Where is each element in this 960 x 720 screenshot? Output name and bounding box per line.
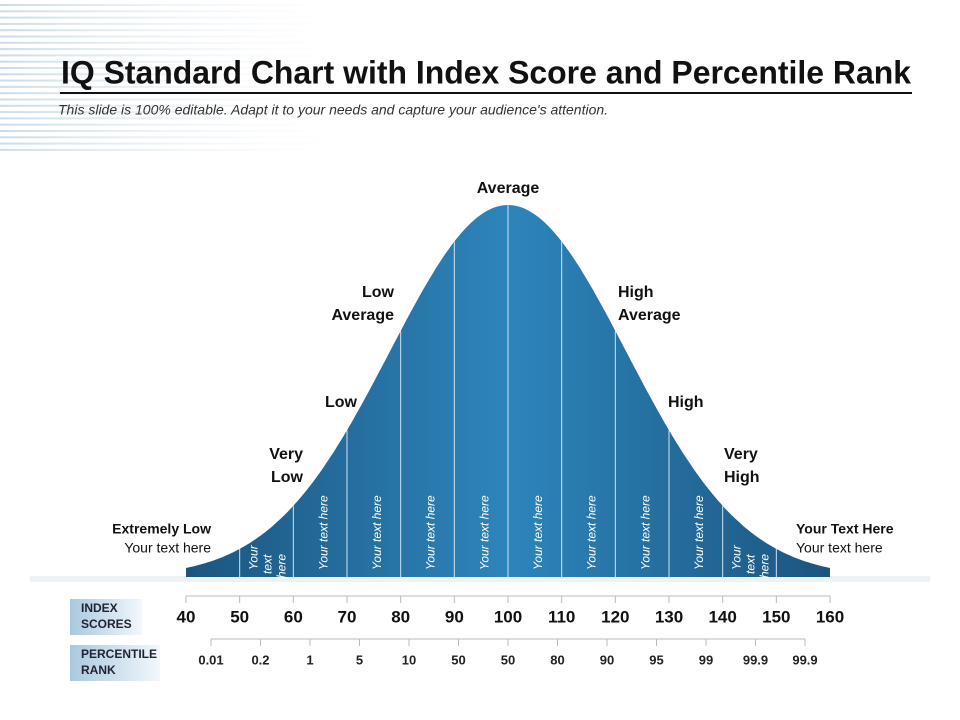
stripe [0, 22, 390, 25]
stripe [0, 79, 390, 82]
curve-label: Low [362, 284, 395, 301]
curve-label: Low [325, 394, 358, 411]
note-text: Your text here [124, 540, 211, 556]
note-title: Your Text Here [796, 521, 894, 537]
index-score: 140 [708, 607, 736, 626]
index-score: 80 [391, 607, 410, 626]
percentile-value: 10 [402, 652, 416, 667]
stripe [0, 130, 390, 132]
percentile-value: 99.9 [792, 652, 817, 667]
row-label: INDEX [81, 601, 118, 615]
stripe [0, 35, 390, 38]
index-score: 90 [445, 607, 464, 626]
subtitle: This slide is 100% editable. Adapt it to… [58, 102, 608, 118]
stripe [0, 29, 390, 32]
curve-label: Average [331, 307, 394, 324]
stripe [0, 60, 390, 63]
row-label: RANK [81, 663, 116, 677]
stripe [0, 142, 390, 145]
curve-label: High [618, 284, 654, 301]
curve-label: Very [269, 446, 303, 463]
index-score: 120 [601, 607, 629, 626]
index-score: 150 [762, 607, 790, 626]
segment-text: text [744, 554, 758, 574]
percentile-value: 95 [649, 652, 663, 667]
stripe [0, 73, 390, 76]
segment-text: Your [247, 544, 261, 570]
curve-label: Average [477, 180, 540, 197]
percentile-value: 0.01 [198, 652, 223, 667]
percentile-value: 0.2 [251, 652, 269, 667]
stripe [0, 16, 390, 19]
curve-label: Very [724, 446, 758, 463]
title: IQ Standard Chart with Index Score and P… [61, 54, 911, 90]
segment-text: Your text here [316, 495, 330, 570]
index-score: 70 [338, 607, 357, 626]
segment-text: Your text here [638, 495, 652, 570]
row-label: PERCENTILE [81, 647, 157, 661]
percentile-value: 99 [699, 652, 713, 667]
stripe [0, 117, 390, 120]
note-text: Your text here [796, 540, 883, 556]
stripe [0, 4, 390, 6]
index-score: 60 [284, 607, 303, 626]
stripe [0, 104, 390, 107]
stripe [0, 54, 390, 57]
row-label: SCORES [81, 617, 132, 631]
stripe [0, 10, 390, 13]
percentile-value: 5 [356, 652, 363, 667]
percentile-value: 1 [306, 652, 313, 667]
curve-label: Average [618, 307, 681, 324]
curve-label: High [668, 394, 704, 411]
note-title: Extremely Low [112, 521, 211, 537]
percentile-value: 50 [451, 652, 465, 667]
index-score: 160 [816, 607, 844, 626]
segment-text: Your text here [424, 495, 438, 570]
stripe [0, 148, 390, 151]
percentile-value: 50 [501, 652, 515, 667]
stripe [0, 41, 390, 44]
segment-text: Your [730, 544, 744, 570]
stripe [0, 123, 390, 126]
segment-text: Your text here [370, 495, 384, 570]
index-score: 50 [230, 607, 249, 626]
baseline-shadow [30, 576, 930, 582]
stripe [0, 85, 390, 88]
stripe [0, 67, 390, 69]
stripe [0, 48, 390, 51]
index-score: 100 [494, 607, 522, 626]
index-tag [70, 599, 142, 635]
segment-text: text [261, 554, 275, 574]
segment-text: here [275, 554, 289, 578]
index-score: 40 [177, 607, 196, 626]
stripe [0, 136, 390, 139]
background-stripes [0, 4, 390, 151]
percentile-value: 90 [600, 652, 614, 667]
segment-text: Your text here [477, 495, 491, 570]
curve-label: High [724, 469, 760, 486]
percentile-tag [70, 645, 160, 681]
percentile-value: 80 [550, 652, 564, 667]
segment-text: Your text here [692, 495, 706, 570]
index-score: 110 [548, 607, 575, 626]
index-score: 130 [655, 607, 683, 626]
stripe [0, 98, 390, 101]
percentile-value: 99.9 [743, 652, 768, 667]
segment-text: here [758, 554, 772, 578]
stripe [0, 111, 390, 114]
segment-text: Your text here [531, 495, 545, 570]
curve-label: Low [271, 469, 304, 486]
segment-text: Your text here [585, 495, 599, 570]
